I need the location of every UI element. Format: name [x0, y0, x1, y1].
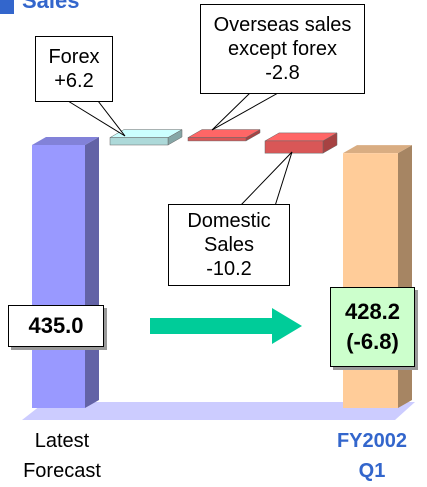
segment-label: Forex [48, 46, 100, 68]
waterfall-segment [109, 137, 169, 146]
segment-label: Domestic Sales [187, 210, 271, 256]
value-label: +6.2 [54, 70, 94, 92]
callout-pointer [211, 92, 280, 131]
callout-pointer [66, 100, 126, 137]
floor [22, 402, 415, 420]
bar [343, 153, 398, 408]
arrow [150, 308, 302, 344]
segment-label: Overseas sales except forex [213, 14, 352, 60]
bar [32, 145, 85, 408]
callout: Forex +6.2 [35, 36, 113, 102]
x-tick-label: Latest Forecast [23, 430, 101, 482]
value-label-box: 428.2 (-6.8) [330, 287, 415, 367]
bar-side [85, 137, 99, 408]
annotation: (-6.8) [346, 329, 399, 354]
callout: Overseas sales except forex -2.8 [200, 4, 365, 94]
value-label: -10.2 [206, 258, 252, 280]
bar-top [32, 137, 99, 145]
callout-pointer [238, 151, 293, 207]
value-label: 428.2 [344, 299, 401, 324]
waterfall-segment [187, 137, 247, 142]
bar-side [398, 145, 412, 408]
value-label-box: 435.0 [8, 305, 104, 347]
callout: Domestic Sales -10.2 [168, 204, 290, 286]
value-label: -2.8 [265, 62, 300, 84]
x-tick-label: FY2002 Q1 [336, 430, 408, 482]
bar-top [343, 145, 412, 154]
value-label: 435.0 [28, 313, 84, 338]
waterfall-segment [264, 140, 324, 154]
title-bullet [0, 0, 14, 14]
chart-title: Sales [22, 0, 80, 13]
